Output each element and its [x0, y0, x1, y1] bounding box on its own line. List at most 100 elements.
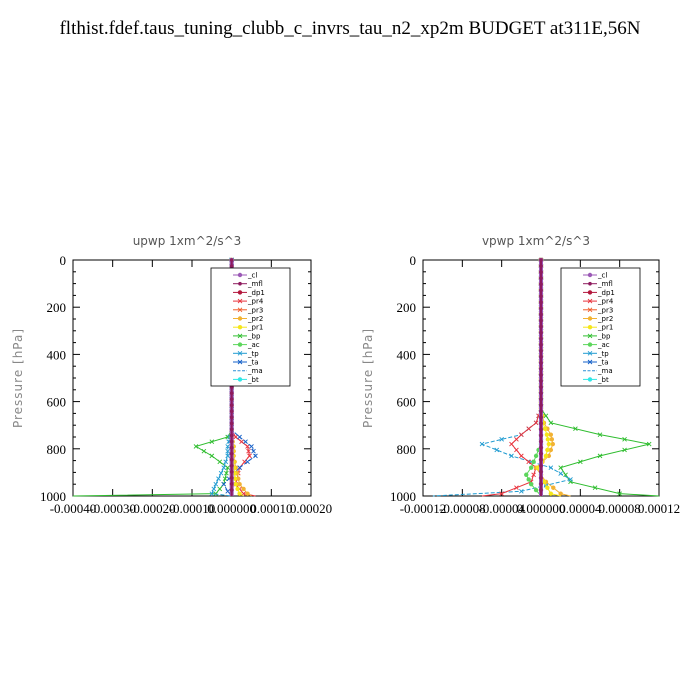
x-tick-label: 0.00020 — [290, 501, 332, 516]
pr4-point — [509, 441, 514, 447]
ta-point — [243, 439, 248, 445]
legend-mfl-point — [238, 281, 242, 286]
ta-point — [253, 453, 258, 459]
pr4-point — [533, 420, 539, 426]
legend-bp-point — [587, 333, 593, 339]
bp-point — [225, 465, 231, 470]
mfl-point — [539, 294, 543, 299]
legend-bp-point — [237, 333, 243, 339]
ac-point — [533, 487, 539, 493]
mfl-point — [539, 439, 543, 444]
mfl-point — [229, 469, 234, 474]
bp-point — [224, 470, 229, 476]
x-tick-label: -0.00010 — [169, 501, 216, 516]
pr2-point — [241, 486, 246, 492]
bp-line — [72, 260, 233, 497]
legend-pr4-point — [237, 298, 243, 304]
bp-point — [646, 441, 652, 447]
bp-point — [573, 426, 578, 432]
y-axis-label: Pressure [hPa] — [361, 328, 375, 428]
pr2-point — [551, 485, 556, 490]
pr4-point — [526, 459, 532, 465]
bp-point — [193, 444, 199, 449]
tp-point — [209, 491, 215, 496]
ac-point — [528, 482, 534, 487]
mfl-point — [539, 276, 543, 280]
pr2-point — [237, 482, 242, 487]
legend-label: _ma — [247, 367, 263, 375]
series-mfl — [539, 258, 543, 496]
mfl-point — [539, 373, 543, 377]
legend-label: _cl — [247, 272, 257, 280]
mfl-point — [229, 391, 234, 395]
pr1-point — [548, 491, 554, 496]
mfl-point — [539, 282, 543, 287]
legend-box — [560, 267, 641, 387]
mfl-point — [539, 306, 543, 311]
ac-point — [524, 472, 529, 477]
legend: _cl_mfl_dp1_pr4_pr3_pr2_pr1_bp_ac_tp_ta_… — [210, 267, 291, 387]
mfl-point — [539, 445, 543, 450]
tp-point — [225, 453, 231, 459]
x-tick-label: -0.00004 — [478, 501, 525, 516]
legend-ac-point — [587, 342, 593, 347]
tp-point — [213, 481, 219, 487]
legend-tp-point — [237, 350, 243, 356]
bp-point — [563, 472, 568, 478]
bp-point — [543, 413, 549, 419]
pr4-point — [514, 485, 519, 491]
mfl-point — [539, 476, 543, 480]
mfl-point — [229, 451, 234, 456]
pr1-point — [232, 476, 238, 481]
legend: _cl_mfl_dp1_pr4_pr3_pr2_pr1_bp_ac_tp_ta_… — [560, 267, 641, 387]
mfl-point — [539, 488, 543, 492]
tp-point — [558, 471, 563, 476]
mfl-point — [229, 457, 234, 462]
legend-label: _pr4 — [247, 298, 264, 306]
legend-label: _pr2 — [247, 315, 263, 323]
tp-point — [216, 476, 221, 482]
x-tick-label: -0.00040 — [50, 501, 97, 516]
series-bp — [72, 257, 234, 497]
x-tick-label: 0.00008 — [599, 501, 641, 516]
legend-label: _dp1 — [247, 289, 265, 297]
pr4-point — [531, 472, 536, 478]
pr4-point — [246, 448, 251, 454]
pr2-point — [548, 432, 554, 437]
legend-label: _mfl — [597, 280, 613, 288]
mfl-point — [539, 342, 543, 347]
legend-label: _pr2 — [597, 315, 613, 323]
legend-pr3-point — [587, 307, 593, 313]
bp-point — [592, 485, 598, 491]
legend-pr2-point — [587, 316, 593, 321]
y-tick-label: 1000 — [390, 489, 416, 504]
pr4-point — [233, 434, 238, 440]
bp-point — [209, 439, 215, 445]
legend-label: _pr3 — [597, 306, 613, 314]
mfl-point — [539, 421, 543, 426]
pr1-point — [544, 432, 550, 437]
ac-point — [531, 459, 536, 464]
legend-label: _tp — [597, 350, 609, 358]
bp-point — [597, 432, 603, 437]
ac-point — [526, 477, 531, 482]
legend-cl-point — [237, 272, 243, 278]
series-tp — [432, 257, 573, 497]
y-tick-label: 600 — [397, 395, 417, 410]
ta-point — [225, 488, 231, 494]
pr4-point — [519, 453, 524, 459]
bp-point — [222, 476, 228, 482]
pr1-point — [546, 441, 552, 447]
pr4-point — [245, 444, 250, 449]
pr1-point — [235, 486, 240, 492]
mfl-point — [539, 312, 543, 317]
bp-point — [622, 437, 627, 442]
bp-point — [225, 434, 231, 440]
chart-panel-2: vpwp 1xm^2/s^3 Pressure [hPa] 0 200 400 600 80… — [361, 234, 680, 516]
legend-cl-point — [587, 272, 593, 278]
mfl-point — [539, 367, 543, 371]
chart-panel-1: upwp 1xm^2/s^3 Pressure [hPa] 0 200 400 600 80… — [11, 234, 332, 516]
mfl-point — [539, 361, 543, 365]
pr1-point — [233, 482, 238, 487]
mfl-point — [229, 397, 234, 401]
